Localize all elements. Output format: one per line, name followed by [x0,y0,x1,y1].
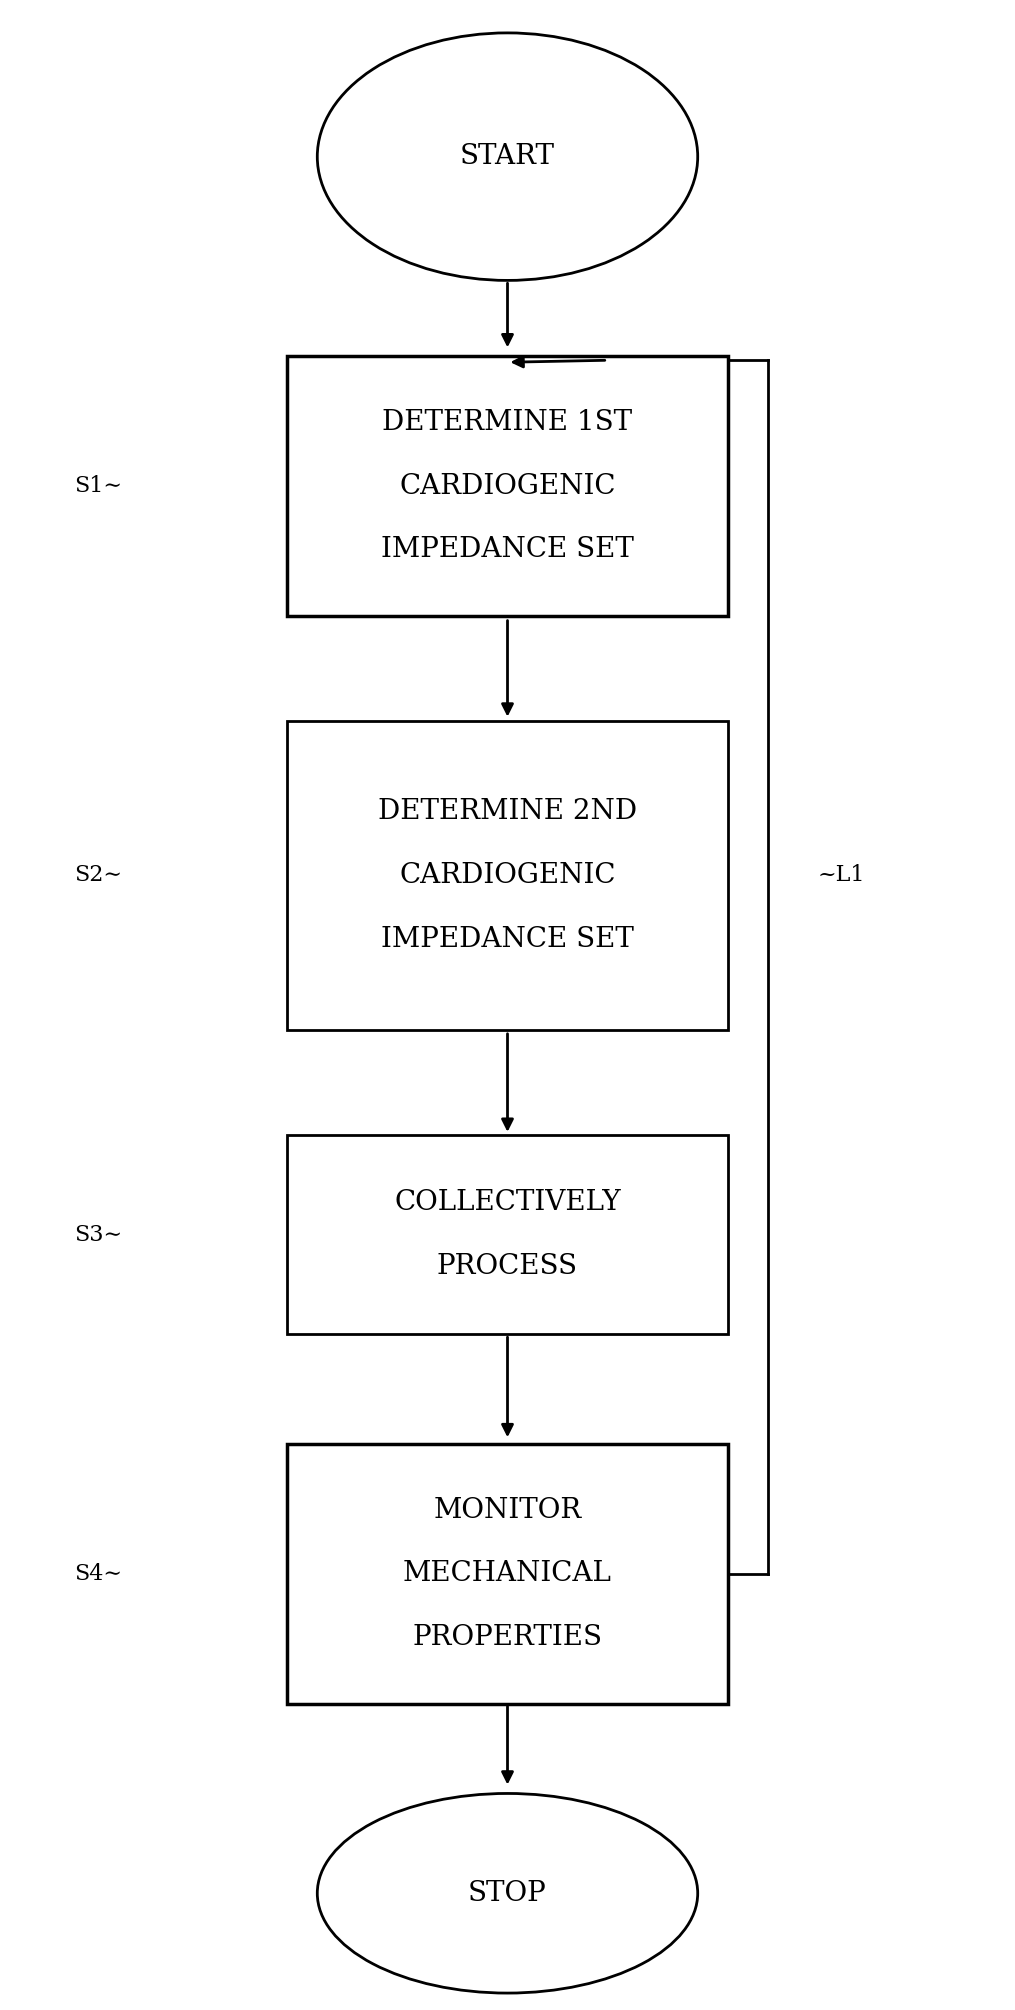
Text: PROCESS: PROCESS [437,1252,578,1280]
Ellipse shape [318,32,697,281]
Bar [287,1136,728,1335]
Text: START: START [460,143,555,171]
Text: S2∼: S2∼ [74,864,122,886]
Text: ~L1: ~L1 [818,864,866,886]
Text: S3∼: S3∼ [74,1224,122,1246]
Text: DETERMINE 1ST: DETERMINE 1ST [383,408,632,436]
Bar [287,720,728,1029]
Text: CARDIOGENIC: CARDIOGENIC [399,862,616,888]
Text: CARDIOGENIC: CARDIOGENIC [399,472,616,500]
Text: IMPEDANCE SET: IMPEDANCE SET [381,927,634,953]
Text: STOP: STOP [468,1879,547,1907]
Text: COLLECTIVELY: COLLECTIVELY [394,1190,621,1216]
Ellipse shape [318,1793,697,1994]
Bar [287,356,728,615]
Text: IMPEDANCE SET: IMPEDANCE SET [381,537,634,563]
Bar [287,1443,728,1704]
Text: DETERMINE 2ND: DETERMINE 2ND [378,798,637,824]
Text: MECHANICAL: MECHANICAL [403,1560,612,1588]
Text: S4∼: S4∼ [74,1564,122,1586]
Text: MONITOR: MONITOR [433,1497,582,1524]
Text: S1∼: S1∼ [74,474,122,496]
Text: PROPERTIES: PROPERTIES [412,1624,603,1652]
